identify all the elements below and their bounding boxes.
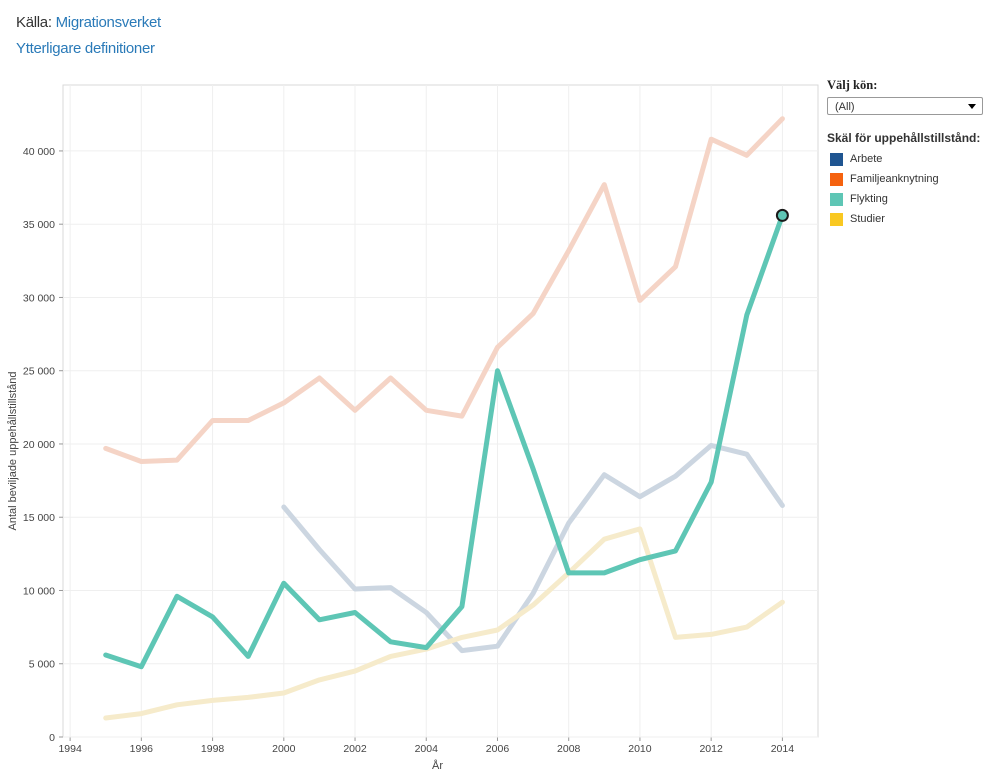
legend-swatch-familjeanknytning xyxy=(830,172,843,186)
x-tick-label: 2000 xyxy=(272,743,296,755)
y-tick-label: 5 000 xyxy=(29,659,55,671)
source-line: Källa: Migrationsverket xyxy=(16,14,161,31)
y-tick-label: 35 000 xyxy=(23,219,55,231)
source-label: Källa: xyxy=(16,14,52,31)
legend-item-flykting[interactable]: Flykting xyxy=(827,189,987,209)
legend-label-arbete: Arbete xyxy=(850,153,883,165)
gender-filter-title: Välj kön: xyxy=(827,78,878,92)
series-line-arbete xyxy=(281,442,785,654)
x-tick-label: 2006 xyxy=(486,743,510,755)
y-tick-label: 40 000 xyxy=(23,146,55,158)
series-line-familjeanknytning xyxy=(103,116,785,464)
legend-label-studier: Studier xyxy=(850,213,885,225)
y-axis-title: Antal beviljade uppehållstillstånd xyxy=(7,372,19,531)
y-tick-label: 25 000 xyxy=(23,366,55,378)
dropdown-arrow-icon xyxy=(968,104,976,109)
y-tick-label: 20 000 xyxy=(23,439,55,451)
x-tick-label: 2014 xyxy=(771,743,795,755)
legend-item-arbete[interactable]: Arbete xyxy=(827,149,987,169)
y-tick-label: 0 xyxy=(49,732,55,744)
x-tick-label: 1996 xyxy=(130,743,154,755)
x-tick-label: 1998 xyxy=(201,743,225,755)
legend-swatch-studier xyxy=(830,212,843,226)
legend: Arbete Familjeanknytning Flykting Studie… xyxy=(827,149,987,229)
legend-label-familjeanknytning: Familjeanknytning xyxy=(850,173,939,185)
y-tick-label: 10 000 xyxy=(23,585,55,597)
series-line-flykting xyxy=(103,212,785,670)
y-tick-label: 15 000 xyxy=(23,512,55,524)
x-axis-title: År xyxy=(432,759,443,772)
x-tick-label: 2012 xyxy=(699,743,723,755)
side-panel: Välj kön: (All) Skäl för uppehållstillst… xyxy=(827,78,987,229)
x-tick-label: 2008 xyxy=(557,743,581,755)
y-tick-label: 30 000 xyxy=(23,292,55,304)
source-link[interactable]: Migrationsverket xyxy=(55,14,162,31)
highlighted-point-flykting xyxy=(775,208,789,222)
x-tick-label: 2010 xyxy=(628,743,652,755)
line-chart: 1994 1996 1998 2000 2002 2004 2006 2008 2010 2012… xyxy=(7,84,819,772)
gender-filter-value: (All) xyxy=(835,101,855,113)
legend-swatch-flykting xyxy=(830,192,843,206)
series-line-studier xyxy=(103,526,785,721)
gender-filter-select[interactable]: (All) xyxy=(827,97,983,115)
legend-label-flykting: Flykting xyxy=(850,193,888,205)
legend-swatch-arbete xyxy=(830,152,843,166)
x-tick-label: 2004 xyxy=(415,743,439,755)
legend-title: Skäl för uppehållstillstånd: xyxy=(827,131,981,145)
legend-item-familjeanknytning[interactable]: Familjeanknytning xyxy=(827,169,987,189)
definitions-link[interactable]: Ytterligare definitioner xyxy=(16,40,155,57)
x-tick-label: 1994 xyxy=(58,743,82,755)
legend-item-studier[interactable]: Studier xyxy=(827,209,987,229)
x-tick-label: 2002 xyxy=(343,743,367,755)
